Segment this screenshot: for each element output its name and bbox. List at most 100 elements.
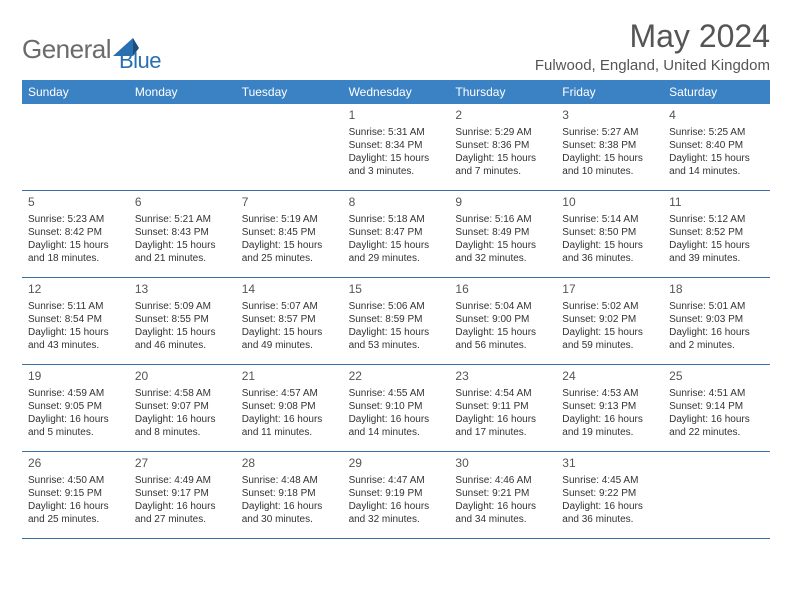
sunrise-text: Sunrise: 5:09 AM: [135, 300, 230, 313]
sunrise-text: Sunrise: 5:25 AM: [669, 126, 764, 139]
logo-word-2: Blue: [119, 48, 161, 74]
day-number: 4: [669, 108, 764, 124]
day-cell: 10 Sunrise: 5:14 AMSunset: 8:50 PMDayligh…: [556, 191, 663, 277]
sunrise-text: Sunrise: 5:21 AM: [135, 213, 230, 226]
sunrise-text: Sunrise: 5:19 AM: [242, 213, 337, 226]
sunset-text: Sunset: 8:59 PM: [349, 313, 444, 326]
day-number: 25: [669, 369, 764, 385]
day-cell: 5Sunrise: 5:23 AMSunset: 8:42 PMDaylight…: [22, 191, 129, 277]
sunrise-text: Sunrise: 4:57 AM: [242, 387, 337, 400]
daylight-text: Daylight: 16 hours: [28, 413, 123, 426]
sunset-text: Sunset: 9:22 PM: [562, 487, 657, 500]
sunrise-text: Sunrise: 5:11 AM: [28, 300, 123, 313]
day-number: 11: [669, 195, 764, 211]
daylight-text: Daylight: 16 hours: [455, 413, 550, 426]
location-text: Fulwood, England, United Kingdom: [535, 57, 770, 74]
day-cell: 27Sunrise: 4:49 AMSunset: 9:17 PMDayligh…: [129, 452, 236, 538]
sunset-text: Sunset: 8:55 PM: [135, 313, 230, 326]
sunrise-text: Sunrise: 5:14 AM: [562, 213, 657, 226]
sunset-text: Sunset: 9:00 PM: [455, 313, 550, 326]
daylight-text: Daylight: 15 hours: [135, 326, 230, 339]
week-row: 12Sunrise: 5:11 AMSunset: 8:54 PMDayligh…: [22, 278, 770, 365]
daylight-text: and 5 minutes.: [28, 426, 123, 439]
sunset-text: Sunset: 8:40 PM: [669, 139, 764, 152]
daylight-text: Daylight: 15 hours: [28, 326, 123, 339]
sunset-text: Sunset: 8:36 PM: [455, 139, 550, 152]
week-row: 5Sunrise: 5:23 AMSunset: 8:42 PMDaylight…: [22, 191, 770, 278]
daylight-text: Daylight: 15 hours: [562, 239, 657, 252]
day-cell: 17Sunrise: 5:02 AMSunset: 9:02 PMDayligh…: [556, 278, 663, 364]
logo-word-1: General: [22, 34, 111, 65]
sunset-text: Sunset: 8:57 PM: [242, 313, 337, 326]
day-cell: 21Sunrise: 4:57 AMSunset: 9:08 PMDayligh…: [236, 365, 343, 451]
sunset-text: Sunset: 8:47 PM: [349, 226, 444, 239]
day-cell: 16Sunrise: 5:04 AMSunset: 9:00 PMDayligh…: [449, 278, 556, 364]
daylight-text: and 59 minutes.: [562, 339, 657, 352]
sunrise-text: Sunrise: 5:16 AM: [455, 213, 550, 226]
day-number: 5: [28, 195, 123, 211]
daylight-text: Daylight: 16 hours: [669, 413, 764, 426]
sunset-text: Sunset: 9:18 PM: [242, 487, 337, 500]
day-number: 1: [349, 108, 444, 124]
sunrise-text: Sunrise: 4:49 AM: [135, 474, 230, 487]
daylight-text: and 32 minutes.: [455, 252, 550, 265]
day-number: 10: [562, 195, 657, 211]
day-header: Wednesday: [343, 80, 450, 104]
day-cell: 9Sunrise: 5:16 AMSunset: 8:49 PMDaylight…: [449, 191, 556, 277]
sunset-text: Sunset: 9:19 PM: [349, 487, 444, 500]
day-number: 29: [349, 456, 444, 472]
week-row: 1Sunrise: 5:31 AMSunset: 8:34 PMDaylight…: [22, 104, 770, 191]
sunrise-text: Sunrise: 4:45 AM: [562, 474, 657, 487]
sunset-text: Sunset: 9:15 PM: [28, 487, 123, 500]
daylight-text: Daylight: 15 hours: [562, 326, 657, 339]
daylight-text: and 30 minutes.: [242, 513, 337, 526]
day-number: 9: [455, 195, 550, 211]
day-number: 2: [455, 108, 550, 124]
day-cell: 30Sunrise: 4:46 AMSunset: 9:21 PMDayligh…: [449, 452, 556, 538]
day-cell: 24Sunrise: 4:53 AMSunset: 9:13 PMDayligh…: [556, 365, 663, 451]
daylight-text: and 14 minutes.: [349, 426, 444, 439]
day-cell: [22, 104, 129, 190]
sunset-text: Sunset: 8:49 PM: [455, 226, 550, 239]
page-header: General Blue May 2024 Fulwood, England, …: [22, 18, 770, 74]
sunrise-text: Sunrise: 5:27 AM: [562, 126, 657, 139]
daylight-text: Daylight: 16 hours: [669, 326, 764, 339]
day-header: Friday: [556, 80, 663, 104]
day-cell: 3Sunrise: 5:27 AMSunset: 8:38 PMDaylight…: [556, 104, 663, 190]
week-row: 26Sunrise: 4:50 AMSunset: 9:15 PMDayligh…: [22, 452, 770, 539]
day-number: 20: [135, 369, 230, 385]
day-number: 27: [135, 456, 230, 472]
day-header: Thursday: [449, 80, 556, 104]
day-number: 30: [455, 456, 550, 472]
sunset-text: Sunset: 9:07 PM: [135, 400, 230, 413]
day-cell: 12Sunrise: 5:11 AMSunset: 8:54 PMDayligh…: [22, 278, 129, 364]
day-cell: 20Sunrise: 4:58 AMSunset: 9:07 PMDayligh…: [129, 365, 236, 451]
day-cell: 26Sunrise: 4:50 AMSunset: 9:15 PMDayligh…: [22, 452, 129, 538]
sunrise-text: Sunrise: 4:58 AM: [135, 387, 230, 400]
day-cell: 2Sunrise: 5:29 AMSunset: 8:36 PMDaylight…: [449, 104, 556, 190]
daylight-text: and 17 minutes.: [455, 426, 550, 439]
daylight-text: and 39 minutes.: [669, 252, 764, 265]
day-cell: 19Sunrise: 4:59 AMSunset: 9:05 PMDayligh…: [22, 365, 129, 451]
daylight-text: Daylight: 15 hours: [455, 326, 550, 339]
sunrise-text: Sunrise: 5:12 AM: [669, 213, 764, 226]
daylight-text: Daylight: 15 hours: [455, 152, 550, 165]
sunset-text: Sunset: 9:05 PM: [28, 400, 123, 413]
daylight-text: and 25 minutes.: [242, 252, 337, 265]
daylight-text: Daylight: 16 hours: [349, 500, 444, 513]
day-number: 6: [135, 195, 230, 211]
day-cell: 29Sunrise: 4:47 AMSunset: 9:19 PMDayligh…: [343, 452, 450, 538]
day-cell: 7Sunrise: 5:19 AMSunset: 8:45 PMDaylight…: [236, 191, 343, 277]
sunset-text: Sunset: 9:21 PM: [455, 487, 550, 500]
day-header: Monday: [129, 80, 236, 104]
daylight-text: and 25 minutes.: [28, 513, 123, 526]
sunrise-text: Sunrise: 5:07 AM: [242, 300, 337, 313]
day-number: 8: [349, 195, 444, 211]
daylight-text: and 21 minutes.: [135, 252, 230, 265]
sunset-text: Sunset: 8:42 PM: [28, 226, 123, 239]
day-number: 14: [242, 282, 337, 298]
daylight-text: and 19 minutes.: [562, 426, 657, 439]
day-header: Sunday: [22, 80, 129, 104]
sunset-text: Sunset: 8:50 PM: [562, 226, 657, 239]
daylight-text: and 36 minutes.: [562, 513, 657, 526]
